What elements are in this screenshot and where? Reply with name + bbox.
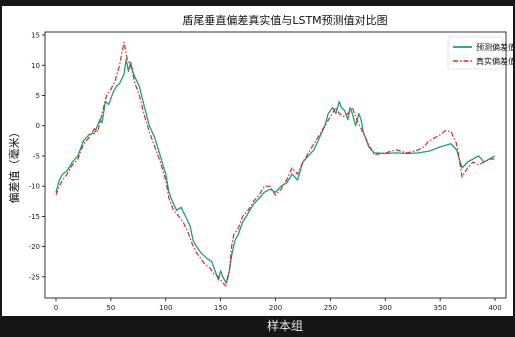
x-tick-label: 250 [324,304,337,312]
x-tick-label: 0 [54,304,58,312]
plot-backdrop [2,6,513,316]
x-tick-label: 400 [488,304,501,312]
figure-background [2,6,513,316]
x-axis-label: 样本组 [267,318,303,333]
x-tick-label: 350 [433,304,446,312]
x-tick-label: 200 [269,304,282,312]
y-tick-label: -20 [29,243,40,251]
chart-title: 盾尾垂直偏差真实值与LSTM预测值对比图 [182,13,387,27]
y-tick-label: -15 [29,213,40,221]
y-tick-label: 0 [36,122,40,130]
legend-label-actual: 真实偏差值 [476,56,515,66]
y-tick-label: -10 [29,183,40,191]
x-tick-label: 100 [159,304,172,312]
y-tick-label: 10 [31,62,40,70]
y-axis-label: 偏差值（毫米） [7,127,21,204]
y-tick-label: 5 [36,92,40,100]
x-tick-label: 150 [214,304,227,312]
y-tick-label: -5 [33,152,40,160]
x-tick-label: 300 [379,304,392,312]
y-tick-label: 15 [31,32,40,40]
y-tick-label: -25 [29,273,40,281]
legend-label-predicted: 预测偏差值 [476,42,515,52]
x-tick-label: 50 [106,304,115,312]
